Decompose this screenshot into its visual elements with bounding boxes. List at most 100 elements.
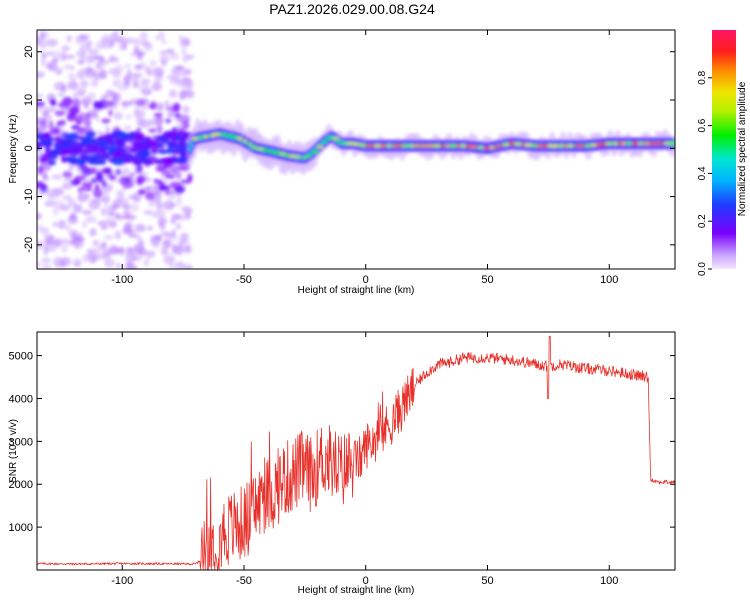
heatmap-x-tick-label: -100 — [111, 274, 133, 286]
heatmap-cell — [106, 134, 114, 139]
heatmap-cell — [42, 140, 53, 147]
heatmap-cell — [469, 145, 479, 149]
heatmap-cell — [90, 79, 99, 87]
heatmap-cell — [114, 230, 122, 240]
heatmap-cell — [478, 145, 483, 150]
heatmap-cell — [293, 155, 302, 159]
heatmap-cell — [92, 55, 103, 60]
heatmap-x-tick-label: 100 — [600, 274, 618, 286]
heatmap-cell — [145, 192, 155, 201]
heatmap-cell — [40, 32, 46, 38]
heatmap-cell — [52, 187, 64, 196]
heatmap-cell — [145, 144, 154, 150]
heatmap-cell — [181, 48, 187, 56]
heatmap-cell — [41, 263, 52, 269]
heatmap-cell — [116, 168, 121, 176]
heatmap-cell — [331, 136, 341, 140]
heatmap-cell — [44, 238, 56, 246]
heatmap-cell — [124, 250, 137, 257]
heatmap-cell — [100, 225, 108, 231]
heatmap-cell — [148, 104, 157, 109]
heatmap-cell — [78, 34, 90, 40]
heatmap-cell — [42, 172, 48, 181]
heatmap-cell — [165, 48, 175, 55]
heatmap-cell — [75, 175, 86, 181]
heatmap-cell — [184, 244, 190, 253]
heatmap-cell — [92, 239, 100, 247]
heatmap-cell — [130, 52, 136, 57]
heatmap-cell — [181, 79, 192, 90]
heatmap-cell — [156, 142, 165, 148]
heatmap-cell — [85, 40, 93, 47]
heatmap-cell — [119, 247, 125, 256]
heatmap-cell — [105, 126, 110, 134]
heatmap-cell — [212, 132, 222, 136]
heatmap-cell — [40, 58, 46, 66]
heatmap-cell — [122, 227, 134, 235]
heatmap-cell — [40, 257, 52, 263]
heatmap-cell — [37, 143, 42, 151]
heatmap-cell — [156, 200, 163, 210]
heatmap-cell — [45, 51, 56, 56]
heatmap-cell — [179, 232, 190, 239]
heatmap-cell — [37, 71, 45, 78]
heatmap-cell — [524, 143, 533, 147]
heatmap-cell — [43, 234, 55, 240]
heatmap-cell — [182, 264, 194, 269]
heatmap-cell — [145, 185, 151, 190]
heatmap-cell — [70, 65, 75, 70]
heatmap-cell — [123, 125, 132, 132]
heatmap-y-tick-label: 10 — [23, 94, 35, 106]
snr-y-tick-label: 3000 — [9, 436, 33, 448]
heatmap-cell — [413, 144, 420, 148]
heatmap-cell — [54, 110, 66, 117]
heatmap-cell — [76, 69, 87, 80]
heatmap-cell — [83, 117, 92, 127]
heatmap-cell — [37, 101, 46, 108]
snr-y-axis-label: SNR (10 * v/v) — [8, 419, 19, 483]
heatmap-cell — [642, 141, 651, 146]
heatmap-cell — [154, 116, 164, 125]
heatmap-cell — [178, 238, 187, 244]
heatmap-cell — [66, 34, 72, 43]
snr-x-axis-label: Height of straight line (km) — [298, 585, 415, 596]
heatmap-cell — [184, 90, 195, 99]
heatmap-cell — [175, 146, 188, 152]
heatmap-cell — [125, 154, 139, 160]
heatmap-cell — [401, 144, 410, 148]
heatmap-cell — [160, 247, 169, 256]
heatmap-cell — [58, 204, 71, 212]
heatmap-cell — [311, 150, 319, 154]
heatmap-cell — [199, 135, 206, 140]
heatmap-cell — [124, 63, 131, 68]
heatmap-cell — [91, 177, 97, 184]
heatmap-cell — [54, 49, 61, 60]
heatmap-cell — [160, 223, 165, 229]
heatmap-cell — [612, 141, 619, 146]
heatmap-cell — [85, 130, 96, 138]
heatmap-x-tick-label: 50 — [481, 274, 493, 286]
colorbar-tick-label: 0.6 — [697, 118, 708, 132]
heatmap-cell — [44, 146, 51, 155]
heatmap-cell — [59, 256, 72, 267]
heatmap-cell — [108, 219, 117, 228]
heatmap-cell — [156, 179, 163, 186]
heatmap-cell — [536, 144, 542, 148]
heatmap-cell — [268, 149, 275, 153]
heatmap-cell — [122, 42, 127, 50]
heatmap-cell — [305, 154, 312, 158]
colorbar-tick-label: 0.2 — [697, 214, 708, 228]
heatmap-cell — [164, 233, 174, 238]
heatmap-cell — [37, 212, 42, 220]
heatmap-cell — [168, 110, 173, 119]
heatmap-cell — [70, 147, 84, 155]
heatmap-cell — [365, 144, 371, 148]
heatmap-cell — [160, 59, 167, 67]
heatmap-y-tick-label: -20 — [23, 237, 35, 253]
heatmap-cell — [158, 30, 165, 41]
snr-y-tick-label: 4000 — [9, 393, 33, 405]
heatmap-y-axis-label: Frequency (Hz) — [8, 115, 19, 184]
heatmap-cell — [81, 167, 92, 177]
heatmap-y-tick-label: 20 — [23, 46, 35, 58]
heatmap-cell — [37, 262, 41, 268]
